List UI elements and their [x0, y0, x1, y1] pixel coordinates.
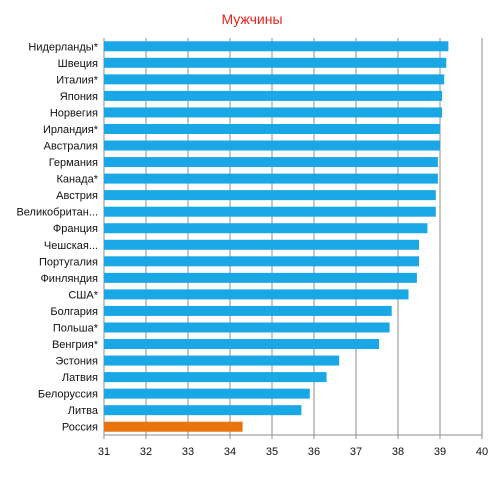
x-tick-label: 33 — [182, 446, 194, 458]
bar — [104, 206, 436, 217]
bar — [104, 239, 419, 250]
x-tick-label: 34 — [224, 446, 236, 458]
bar — [104, 322, 390, 333]
x-tick-label: 38 — [392, 446, 404, 458]
bar — [104, 173, 438, 184]
category-label: Венгрия* — [52, 339, 99, 351]
bar — [104, 157, 438, 168]
x-tick-label: 36 — [308, 446, 320, 458]
x-tick-label: 35 — [266, 446, 278, 458]
x-tick-labels: 31 32 33 34 35 36 37 38 39 40 — [98, 446, 488, 458]
bar — [104, 107, 443, 118]
category-label: Латвия — [62, 372, 98, 384]
chart-title: Мужчины — [221, 11, 282, 27]
bar — [104, 421, 243, 432]
bar — [104, 90, 443, 101]
bar — [104, 355, 340, 366]
category-label: Швеция — [58, 58, 98, 70]
category-label: Чешская... — [44, 240, 98, 252]
bar — [104, 41, 449, 52]
category-labels: Нидерланды* Швеция Италия* Япония Норвегия Ир… — [16, 41, 98, 433]
bar — [104, 388, 310, 399]
category-label: Германия — [49, 157, 98, 169]
x-tick-label: 31 — [98, 446, 110, 458]
bar — [104, 190, 436, 201]
bar — [104, 57, 447, 68]
bar — [104, 223, 428, 234]
bar — [104, 372, 327, 383]
x-tick-label: 37 — [350, 446, 362, 458]
category-label: Эстония — [55, 356, 98, 368]
bar — [104, 305, 392, 316]
category-label: Франция — [53, 223, 98, 235]
category-label: Норвегия — [50, 107, 98, 119]
bar — [104, 140, 440, 151]
category-label: Австралия — [44, 141, 98, 153]
category-label: США* — [68, 289, 98, 301]
x-tick-label: 40 — [476, 446, 488, 458]
category-label: Ирландия* — [43, 124, 99, 136]
bars — [104, 41, 449, 432]
bar — [104, 289, 409, 300]
category-label: Великобритан... — [16, 207, 98, 219]
category-label: Болгария — [50, 306, 98, 318]
grid-lines — [103, 38, 483, 439]
bar — [104, 74, 445, 85]
category-label: Литва — [68, 405, 99, 417]
category-label: Финляндия — [40, 273, 98, 285]
category-label: Россия — [62, 422, 98, 434]
category-label: Италия* — [56, 74, 98, 86]
category-label: Нидерланды* — [28, 41, 98, 53]
category-label: Австрия — [56, 190, 98, 202]
bar — [104, 405, 302, 416]
bar — [104, 339, 380, 350]
category-label: Польша* — [53, 322, 99, 334]
x-tick-label: 32 — [140, 446, 152, 458]
bar — [104, 272, 417, 283]
category-label: Канада* — [56, 174, 98, 186]
category-label: Япония — [60, 91, 98, 103]
bar — [104, 256, 419, 267]
bar — [104, 123, 440, 134]
x-tick-label: 39 — [434, 446, 446, 458]
category-label: Португалия — [39, 256, 98, 268]
category-label: Белоруссия — [38, 389, 98, 401]
